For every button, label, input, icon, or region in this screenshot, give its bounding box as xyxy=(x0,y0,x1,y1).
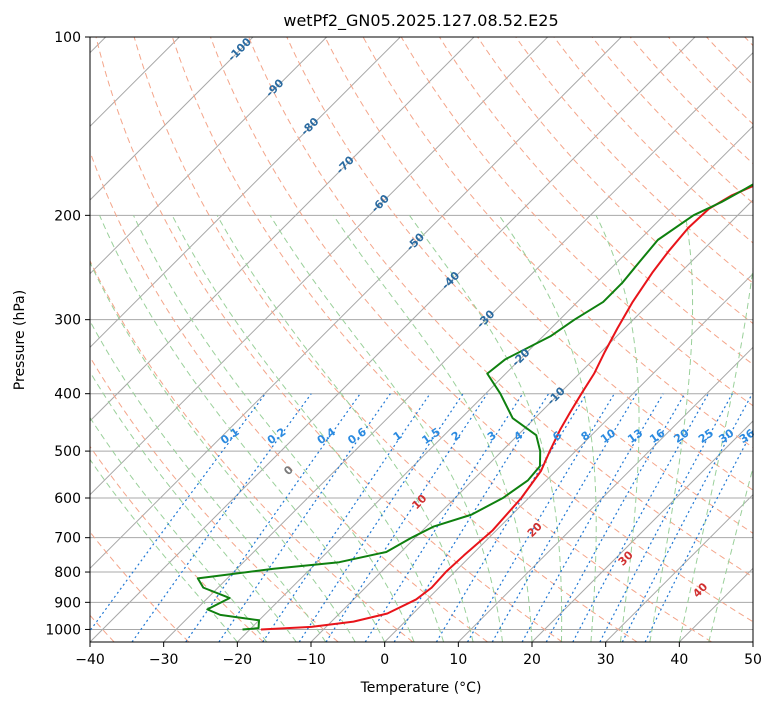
dry-adiabat-line xyxy=(171,37,712,642)
x-tick-label: 20 xyxy=(523,652,541,668)
dry-adiabat-line xyxy=(90,259,414,642)
mixing-ratio-line xyxy=(644,428,753,642)
dry-adiabat-line xyxy=(210,37,753,623)
moist-adiabat-line xyxy=(678,264,753,642)
isotherm-line xyxy=(90,37,475,422)
y-axis: 100 200 300 400 500 600 700 800 900 1000 xyxy=(45,30,90,638)
mixing-ratio-line xyxy=(218,393,391,642)
y-tick-label: 1000 xyxy=(45,622,81,638)
isotherm-line xyxy=(90,37,696,642)
isotherm-line xyxy=(384,272,753,642)
dry-adiabat-line xyxy=(248,37,753,578)
mixing-ratio-line xyxy=(131,393,312,642)
temperature-line xyxy=(260,184,753,631)
isotherm-line xyxy=(90,37,401,349)
moist-adiabat-line xyxy=(90,416,268,642)
moist-adiabat-line xyxy=(498,215,597,642)
chart-title: wetPf2_GN05.2025.127.08.52.E25 xyxy=(283,11,558,31)
dry-adiabat-line xyxy=(515,37,753,284)
y-tick-label: 900 xyxy=(54,595,81,611)
y-tick-label: 300 xyxy=(54,313,81,329)
x-tick-label: 50 xyxy=(744,652,762,668)
dry-adiabat-line xyxy=(477,37,753,325)
x-tick-label: 40 xyxy=(670,652,688,668)
mixing-ratio-line xyxy=(545,393,686,642)
isotherm-line xyxy=(605,493,753,642)
mixing-ratio-line xyxy=(393,393,550,642)
x-tick-label: −10 xyxy=(296,652,326,668)
moist-adiabat-line xyxy=(171,215,445,642)
isotherm-line xyxy=(457,346,753,642)
moist-adiabat-line xyxy=(90,371,297,642)
isotherm-line xyxy=(163,51,753,642)
moist-adiabat-line xyxy=(133,215,415,642)
x-tick-label: 30 xyxy=(597,652,615,668)
mixing-ratio-line xyxy=(90,393,266,632)
mixing-ratio-line xyxy=(185,393,361,642)
dewpoint-line xyxy=(196,183,753,631)
isotherm-line xyxy=(236,125,753,642)
moist-adiabat-line xyxy=(649,215,694,642)
x-axis-title: Temperature (°C) xyxy=(360,680,482,696)
y-tick-label: 700 xyxy=(54,531,81,547)
moist-adiabat-line xyxy=(595,215,640,642)
moist-adiabat-line xyxy=(99,215,386,642)
mixing-ratio-line xyxy=(621,393,753,642)
dry-adiabat-line xyxy=(629,37,753,165)
dry-adiabat-line xyxy=(591,37,753,204)
moist-adiabat-line xyxy=(216,215,474,642)
y-tick-label: 100 xyxy=(54,30,81,46)
mixing-ratio-line xyxy=(435,393,588,642)
plot-frame xyxy=(89,36,754,643)
profile-lines xyxy=(196,183,753,631)
dry-adiabat-line xyxy=(133,37,638,642)
x-tick-label: −40 xyxy=(75,652,105,668)
isotherm-line xyxy=(90,37,254,201)
dry-adiabat-line xyxy=(400,37,753,407)
isotherm-line xyxy=(90,37,328,275)
moist-adiabat-line xyxy=(90,261,356,642)
mixing-ratio-line xyxy=(599,393,733,642)
moist-adiabat-line xyxy=(409,215,563,642)
y-axis-title: Pressure (hPa) xyxy=(12,290,28,390)
dry-adiabat-line xyxy=(362,37,753,449)
moist-adiabat-line xyxy=(90,458,238,642)
isotherm-line xyxy=(90,37,549,496)
x-tick-label: −20 xyxy=(223,652,253,668)
y-tick-label: 600 xyxy=(54,491,81,507)
mixing-ratio-line xyxy=(325,393,488,642)
x-tick-label: 0 xyxy=(380,652,389,668)
dry-adiabat-line xyxy=(95,37,563,642)
x-tick-label: −30 xyxy=(149,652,179,668)
mixing-ratio-line xyxy=(364,393,524,642)
mixing-ratio-line xyxy=(572,393,709,642)
x-axis: −40 −30 −20 −10 0 10 20 30 40 50 xyxy=(75,642,762,668)
isotherm-line xyxy=(90,37,622,570)
y-tick-label: 400 xyxy=(54,387,81,403)
background-lines xyxy=(90,37,753,642)
y-tick-label: 200 xyxy=(54,208,81,224)
y-tick-label: 800 xyxy=(54,565,81,581)
x-tick-label: 10 xyxy=(449,652,467,668)
dry-adiabat-line xyxy=(90,445,264,642)
y-tick-label: 500 xyxy=(54,444,81,460)
dry-adiabat-line xyxy=(324,37,753,491)
moist-adiabat-line xyxy=(269,215,504,642)
isotherm-line xyxy=(531,420,753,642)
mixing-ratio-line xyxy=(466,393,615,642)
moist-adiabat-line xyxy=(90,320,327,642)
